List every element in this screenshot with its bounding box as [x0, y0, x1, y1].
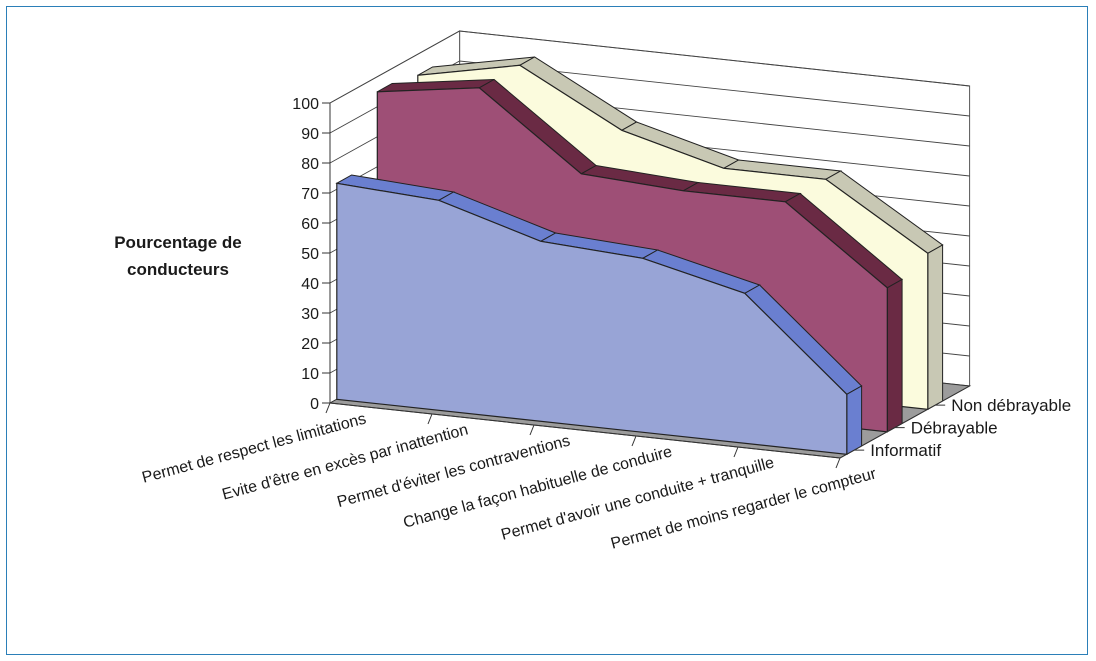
band-end-face	[886, 278, 903, 433]
series-label: Informatif	[870, 441, 941, 460]
y-tick-label: 80	[301, 156, 319, 173]
series-layer	[335, 56, 944, 456]
y-tick-label: 0	[310, 396, 319, 413]
category-label: Permet d'éviter les contraventions	[335, 432, 572, 511]
x-tick	[835, 457, 841, 469]
band-front-face	[336, 182, 848, 455]
series-informatif	[335, 174, 863, 456]
y-tick-label: 20	[301, 336, 319, 353]
y-tick-label: 10	[301, 366, 319, 383]
depth-axis-line	[839, 385, 970, 459]
y-tick-label: 60	[301, 216, 319, 233]
category-label: Permet de respect les limitations	[140, 410, 368, 486]
x-tick	[427, 413, 433, 425]
series-label: Débrayable	[911, 419, 998, 438]
y-tick-label: 70	[301, 186, 319, 203]
x-tick	[733, 446, 739, 458]
y-tick-label: 50	[301, 246, 319, 263]
y-axis-title: conducteurs	[127, 260, 229, 279]
y-axis-title: Pourcentage de	[114, 233, 242, 252]
x-tick	[631, 435, 637, 447]
x-tick	[529, 424, 535, 436]
y-tick-label: 40	[301, 276, 319, 293]
y-tick-label: 30	[301, 306, 319, 323]
y-tick-label: 90	[301, 126, 319, 143]
gridline	[329, 60, 970, 134]
band-end-face	[927, 244, 944, 411]
x-axis-line	[329, 402, 841, 459]
axes: 0 10 20 30 40 50 60 70 80 90 100	[292, 96, 970, 469]
x-tick	[325, 402, 331, 414]
band-end-face	[846, 385, 863, 456]
gridline	[329, 30, 970, 104]
y-tick-label: 100	[292, 96, 319, 113]
series-label: Non débrayable	[951, 396, 1071, 415]
